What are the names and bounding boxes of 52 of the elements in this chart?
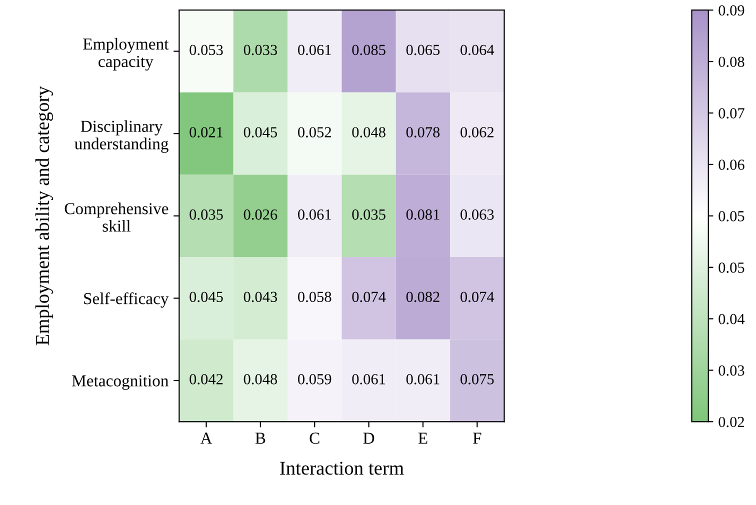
color-bar-label: 0.02 bbox=[718, 416, 744, 428]
color-bar-label: 0.06 bbox=[718, 160, 744, 170]
data-label: 0.082 bbox=[406, 292, 440, 302]
data-label: 0.061 bbox=[352, 374, 386, 384]
data-label: 0.063 bbox=[460, 209, 494, 220]
data-label: 0.058 bbox=[298, 292, 332, 302]
data-label: 0.074 bbox=[460, 292, 494, 302]
x-tick-label: B bbox=[255, 432, 266, 444]
data-label: 0.059 bbox=[298, 374, 332, 384]
data-label: 0.033 bbox=[244, 44, 278, 56]
data-label: 0.026 bbox=[244, 209, 278, 220]
data-label: 0.081 bbox=[406, 209, 440, 220]
x-tick-label: D bbox=[363, 432, 374, 444]
data-label: 0.075 bbox=[460, 374, 494, 384]
color-bar-label: 0.08 bbox=[718, 56, 744, 68]
data-label: 0.045 bbox=[190, 292, 223, 302]
data-label: 0.062 bbox=[460, 127, 494, 138]
x-axis-title: Interaction term bbox=[280, 462, 404, 475]
data-label: 0.052 bbox=[298, 127, 331, 138]
x-tick-label: A bbox=[200, 432, 212, 444]
color-bar-label: 0.03 bbox=[718, 365, 744, 376]
data-label: 0.035 bbox=[190, 209, 223, 220]
data-label: 0.061 bbox=[298, 44, 331, 56]
color-bar-label: 0.07 bbox=[718, 108, 744, 119]
data-label: 0.085 bbox=[352, 44, 386, 56]
y-tick-label: Disciplinary understanding bbox=[74, 120, 168, 153]
y-tick-label: Self-efficacy bbox=[84, 292, 169, 308]
x-tick-label: F bbox=[473, 432, 482, 444]
x-tick-label: E bbox=[418, 432, 428, 444]
data-label: 0.053 bbox=[190, 44, 223, 56]
data-label: 0.043 bbox=[244, 292, 278, 302]
data-label: 0.078 bbox=[406, 127, 440, 138]
color-bar-label: 0.05 bbox=[718, 211, 744, 222]
data-label: 0.064 bbox=[460, 44, 494, 56]
data-label: 0.048 bbox=[244, 374, 278, 384]
data-label: 0.021 bbox=[190, 127, 223, 138]
color-bar-label: 0.05 bbox=[718, 262, 744, 273]
color-bar-label: 0.04 bbox=[718, 314, 745, 324]
y-tick-label: Metacognition bbox=[72, 375, 168, 390]
data-label: 0.042 bbox=[190, 374, 223, 384]
data-label: 0.061 bbox=[298, 209, 331, 220]
y-tick-label: Comprehensive skill bbox=[64, 202, 168, 232]
data-label: 0.035 bbox=[352, 209, 386, 220]
x-tick-label: C bbox=[310, 432, 320, 444]
color-bar-label: 0.09 bbox=[718, 5, 744, 16]
y-axis-title: Employment ability and category bbox=[35, 86, 54, 346]
data-label: 0.045 bbox=[244, 127, 278, 138]
data-label: 0.061 bbox=[406, 374, 440, 384]
data-label: 0.065 bbox=[406, 44, 440, 56]
y-tick-label: Employment capacity bbox=[83, 38, 169, 71]
data-label: 0.048 bbox=[352, 127, 386, 138]
data-label: 0.074 bbox=[352, 292, 386, 302]
